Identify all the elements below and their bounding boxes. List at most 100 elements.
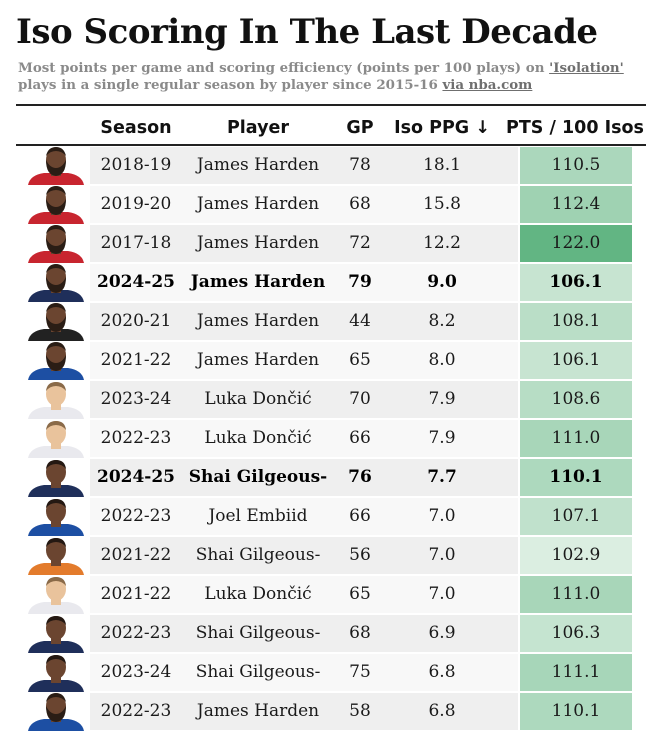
cell-player: James Harden — [196, 233, 320, 253]
cell-iso-ppg: 7.0 — [428, 506, 456, 526]
cell-season: 2022-23 — [100, 506, 172, 526]
cell-pts-per-100: 106.1 — [551, 350, 601, 370]
cell-pts-per-100: 122.0 — [551, 233, 601, 253]
cell-season: 2024-25 — [96, 467, 176, 487]
cell-player: James Harden — [196, 311, 320, 331]
table-row: 2022-23 Shai Gilgeous- 68 6.9 106.3 — [0, 614, 660, 653]
cell-iso-ppg: 6.8 — [428, 701, 456, 721]
cell-player: James Harden — [196, 155, 320, 175]
header-season: Season — [100, 118, 172, 138]
cell-pts-per-100: 111.0 — [551, 428, 601, 448]
cell-season: 2017-18 — [100, 233, 172, 253]
cell-player: Shai Gilgeous- — [195, 545, 321, 565]
player-headshot-icon — [28, 225, 84, 263]
cell-player: James Harden — [196, 194, 320, 214]
table-row: 2018-19 James Harden 78 18.1 110.5 — [0, 146, 660, 185]
table-row: 2021-22 Shai Gilgeous- 56 7.0 102.9 — [0, 536, 660, 575]
header-gp: GP — [346, 118, 374, 138]
cell-season: 2024-25 — [96, 272, 176, 292]
header-iso-ppg: Iso PPG ↓ — [394, 118, 490, 138]
cell-pts-per-100: 102.9 — [551, 545, 601, 565]
player-headshot-icon — [28, 421, 84, 458]
player-headshot-icon — [28, 577, 84, 614]
cell-gp: 65 — [349, 350, 371, 370]
pts-heat-cell — [520, 576, 632, 613]
cell-pts-per-100: 108.1 — [551, 311, 601, 331]
player-headshot-icon — [28, 693, 84, 731]
pts-heat-cell — [520, 615, 632, 652]
cell-pts-per-100: 112.4 — [551, 194, 601, 214]
header-rule — [16, 144, 646, 146]
cell-season: 2018-19 — [100, 155, 172, 175]
cell-iso-ppg: 18.1 — [423, 155, 461, 175]
cell-season: 2021-22 — [100, 350, 172, 370]
cell-player: Shai Gilgeous- — [188, 467, 328, 487]
pts-heat-cell — [520, 264, 632, 301]
cell-pts-per-100: 110.5 — [551, 155, 601, 175]
row-background — [90, 693, 518, 730]
header-pts-per-100: PTS / 100 Isos — [506, 118, 644, 138]
row-background — [90, 420, 518, 457]
pts-heat-cell — [520, 459, 632, 496]
cell-season: 2022-23 — [100, 623, 172, 643]
row-background — [90, 303, 518, 340]
cell-iso-ppg: 6.9 — [428, 623, 456, 643]
cell-pts-per-100: 107.1 — [551, 506, 601, 526]
player-headshot-icon — [28, 499, 84, 536]
player-headshot-icon — [28, 382, 84, 419]
cell-gp: 76 — [348, 467, 372, 487]
table-row: 2024-25 Shai Gilgeous- 76 7.7 110.1 — [0, 458, 660, 497]
chart-title: Iso Scoring In The Last Decade — [16, 12, 598, 52]
cell-pts-per-100: 111.1 — [551, 662, 601, 682]
player-headshot-icon — [28, 147, 84, 185]
pts-heat-cell — [520, 498, 632, 535]
isolation-link[interactable]: 'Isolation' — [549, 60, 624, 76]
cell-pts-per-100: 108.6 — [551, 389, 601, 409]
row-background — [90, 576, 518, 613]
cell-iso-ppg: 7.9 — [428, 428, 456, 448]
cell-pts-per-100: 111.0 — [551, 584, 601, 604]
cell-iso-ppg: 7.0 — [428, 545, 456, 565]
row-background — [90, 186, 518, 223]
subtitle-text-1: Most points per game and scoring efficie… — [18, 60, 550, 76]
table-row: 2024-25 James Harden 79 9.0 106.1 — [0, 263, 660, 302]
player-headshot-icon — [28, 616, 84, 653]
pts-heat-cell — [520, 420, 632, 457]
table-row: 2019-20 James Harden 68 15.8 112.4 — [0, 185, 660, 224]
table-row: 2022-23 Joel Embiid 66 7.0 107.1 — [0, 497, 660, 536]
row-background — [90, 654, 518, 691]
table-row: 2021-22 Luka Dončić 65 7.0 111.0 — [0, 575, 660, 614]
cell-player: Joel Embiid — [208, 506, 308, 526]
cell-iso-ppg: 8.2 — [428, 311, 456, 331]
cell-iso-ppg: 9.0 — [427, 272, 457, 292]
cell-season: 2022-23 — [100, 428, 172, 448]
table-row: 2023-24 Luka Dončić 70 7.9 108.6 — [0, 380, 660, 419]
row-background — [90, 342, 518, 379]
chart-subtitle: Most points per game and scoring efficie… — [18, 60, 648, 94]
row-background — [90, 381, 518, 418]
cell-gp: 58 — [349, 701, 371, 721]
cell-iso-ppg: 7.9 — [428, 389, 456, 409]
cell-pts-per-100: 106.3 — [551, 623, 601, 643]
source-link[interactable]: via nba.com — [442, 77, 533, 93]
pts-heat-cell — [520, 693, 632, 730]
header-player: Player — [226, 118, 289, 138]
cell-gp: 56 — [349, 545, 371, 565]
cell-season: 2023-24 — [100, 389, 172, 409]
cell-player: James Harden — [196, 701, 320, 721]
player-headshot-icon — [28, 655, 84, 692]
pts-heat-cell — [520, 381, 632, 418]
cell-iso-ppg: 8.0 — [428, 350, 456, 370]
cell-iso-ppg: 12.2 — [423, 233, 461, 253]
cell-player: Luka Dončić — [204, 389, 312, 409]
row-background — [90, 225, 518, 262]
cell-gp: 66 — [349, 428, 371, 448]
cell-iso-ppg: 7.0 — [428, 584, 456, 604]
cell-season: 2022-23 — [100, 701, 172, 721]
row-background — [90, 537, 518, 574]
cell-gp: 72 — [349, 233, 371, 253]
cell-gp: 78 — [349, 155, 371, 175]
table-row: 2023-24 Shai Gilgeous- 75 6.8 111.1 — [0, 653, 660, 692]
table-header: Season Player GP Iso PPG ↓ PTS / 100 Iso… — [0, 114, 660, 144]
cell-player: James Harden — [190, 272, 326, 292]
